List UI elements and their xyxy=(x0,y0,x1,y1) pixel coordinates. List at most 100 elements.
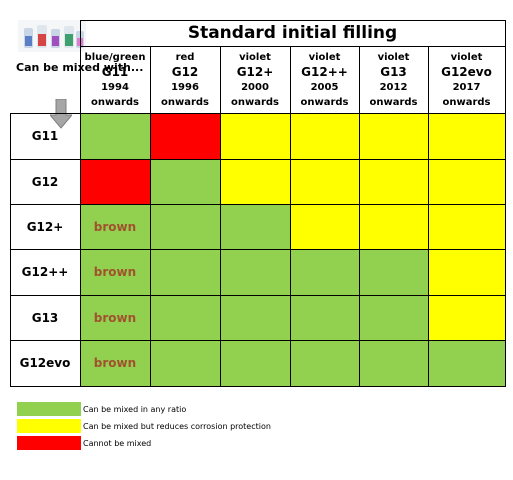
compatibility-cell xyxy=(359,295,428,340)
corner-label: Can be mixed with... xyxy=(16,61,144,74)
compatibility-cell xyxy=(80,113,150,159)
compatibility-cell xyxy=(359,340,428,386)
compatibility-cell: brown xyxy=(80,340,150,386)
compatibility-cell xyxy=(428,295,505,340)
compatibility-cell xyxy=(150,204,220,249)
grid-line xyxy=(10,159,506,160)
column-header-note: onwards xyxy=(369,96,418,108)
legend-swatch xyxy=(17,419,81,433)
column-header: violet G12+ 2000 onwards xyxy=(220,46,290,113)
column-header-year: 1996 xyxy=(171,81,199,93)
compatibility-cell xyxy=(220,204,290,249)
column-header-color: red xyxy=(175,51,195,63)
row-header: G13 xyxy=(31,310,59,325)
grid-line xyxy=(80,20,81,387)
compatibility-cell: brown xyxy=(80,249,150,295)
grid-line xyxy=(10,340,506,341)
grid-line xyxy=(220,46,221,387)
compatibility-cell xyxy=(150,340,220,386)
compatibility-cell xyxy=(220,159,290,204)
legend-label: Can be mixed in any ratio xyxy=(83,404,187,414)
cell-note: brown xyxy=(93,265,137,279)
coolant-bottles-image xyxy=(18,20,86,52)
column-header: violet G12++ 2005 onwards xyxy=(290,46,359,113)
row-header: G12evo xyxy=(19,356,71,370)
grid-line xyxy=(80,46,506,47)
legend-swatch xyxy=(17,436,81,450)
legend-item: Cannot be mixed xyxy=(17,436,151,450)
column-header-year: 2017 xyxy=(452,81,481,93)
cell-note: brown xyxy=(93,219,137,234)
legend-label: Cannot be mixed xyxy=(83,438,152,448)
compatibility-table: Standard initial filling Can be mixed wi… xyxy=(10,20,506,387)
grid-line xyxy=(10,113,11,387)
legend-item: Can be mixed in any ratio xyxy=(17,402,186,416)
compatibility-cell xyxy=(290,113,359,159)
column-header-name: G11 xyxy=(101,64,129,79)
column-header-name: G12evo xyxy=(441,64,492,79)
compatibility-cell xyxy=(150,249,220,295)
compatibility-cell xyxy=(290,295,359,340)
column-header-name: G12 xyxy=(171,64,199,79)
column-header-color: violet xyxy=(308,51,341,63)
compatibility-cell xyxy=(428,113,505,159)
legend-item: Can be mixed but reduces corrosion prote… xyxy=(17,419,271,433)
compatibility-cell xyxy=(428,249,505,295)
column-header-color: violet xyxy=(377,51,410,63)
grid-line xyxy=(290,46,291,387)
compatibility-cell xyxy=(359,249,428,295)
compatibility-cell: brown xyxy=(80,295,150,340)
row-header: G12++ xyxy=(21,265,69,279)
grid-line xyxy=(80,20,506,21)
column-header-name: G12+ xyxy=(236,64,274,79)
legend-label: Can be mixed but reduces corrosion prote… xyxy=(83,421,271,431)
row-header: G12+ xyxy=(26,219,64,234)
cell-note: brown xyxy=(93,356,137,370)
cell-note: brown xyxy=(93,310,137,325)
compatibility-cell: brown xyxy=(80,204,150,249)
column-header-color: violet xyxy=(239,51,271,63)
column-header-name: G13 xyxy=(380,64,407,79)
compatibility-cell xyxy=(290,204,359,249)
column-header: violet G12evo 2017 onwards xyxy=(428,46,505,113)
legend-swatch xyxy=(17,402,81,416)
compatibility-cell xyxy=(290,159,359,204)
compatibility-cell xyxy=(428,159,505,204)
column-header: violet G13 2012 onwards xyxy=(359,46,428,113)
compatibility-cell xyxy=(359,159,428,204)
grid-line xyxy=(150,46,151,387)
column-header-year: 2012 xyxy=(379,81,408,93)
compatibility-cell xyxy=(290,340,359,386)
grid-line xyxy=(359,46,360,387)
column-header: blue/green G11 1994 onwards xyxy=(80,46,150,113)
compatibility-cell xyxy=(150,159,220,204)
column-header-color: violet xyxy=(450,51,483,63)
grid-line xyxy=(10,386,506,387)
grid-line xyxy=(10,249,506,250)
compatibility-cell xyxy=(428,204,505,249)
compatibility-cell xyxy=(428,340,505,386)
row-header: G12 xyxy=(31,174,59,189)
grid-line xyxy=(10,295,506,296)
compatibility-cell xyxy=(150,295,220,340)
compatibility-cell xyxy=(220,340,290,386)
column-header-note: onwards xyxy=(442,96,491,108)
column-header-color: blue/green xyxy=(84,51,146,63)
compatibility-cell xyxy=(359,113,428,159)
column-header-year: 2005 xyxy=(310,81,339,93)
row-header: G11 xyxy=(31,129,59,143)
column-header-note: onwards xyxy=(300,96,349,108)
column-header: red G12 1996 onwards xyxy=(150,46,220,113)
compatibility-cell xyxy=(359,204,428,249)
grid-line xyxy=(10,204,506,205)
column-header-note: onwards xyxy=(160,96,210,108)
compatibility-cell xyxy=(220,295,290,340)
compatibility-cell xyxy=(150,113,220,159)
column-header-name: G12++ xyxy=(301,64,348,79)
grid-line xyxy=(428,46,429,387)
compatibility-cell xyxy=(220,113,290,159)
table-title: Standard initial filling xyxy=(187,23,398,43)
compatibility-cell xyxy=(290,249,359,295)
compatibility-cell xyxy=(220,249,290,295)
column-header-note: onwards xyxy=(90,96,140,108)
